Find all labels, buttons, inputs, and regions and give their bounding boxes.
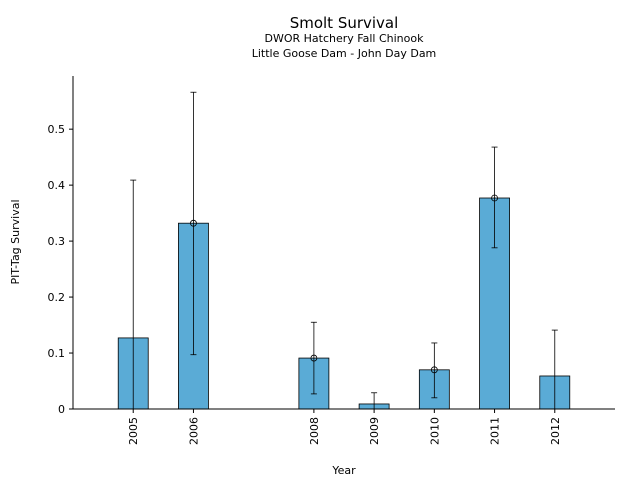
chart-subtitle-line-2: Little Goose Dam - John Day Dam: [252, 47, 437, 60]
x-tick-label-2009: 2009: [368, 417, 381, 445]
chart-subtitle-line-1: DWOR Hatchery Fall Chinook: [265, 32, 425, 45]
x-tick-label-2011: 2011: [489, 417, 502, 445]
bars-layer: [117, 197, 571, 410]
y-tick-label-5: 0.5: [48, 123, 66, 136]
chart-title: Smolt Survival: [290, 14, 399, 32]
point-marker-2006: [190, 219, 197, 227]
y-tick-label-2: 0.2: [48, 291, 66, 304]
y-axis-label: PIT-Tag Survival: [9, 199, 22, 284]
point-marker-2010: [430, 366, 438, 374]
point-marker-2011: [491, 194, 498, 202]
y-tick-label-0: 0: [58, 403, 65, 416]
point-marker-2008: [310, 354, 318, 362]
y-tick-label-4: 0.4: [48, 179, 66, 192]
x-ticks: 2005 2006 2008 2009 2010 2011 2012: [127, 409, 562, 445]
x-tick-label-2010: 2010: [428, 417, 441, 445]
x-axis-label: Year: [331, 464, 356, 477]
x-tick-label-2008: 2008: [308, 417, 321, 445]
y-ticks: 0 0.1 0.2 0.3 0.4 0.5: [48, 123, 73, 416]
y-tick-label-3: 0.3: [48, 235, 66, 248]
error-bars-layer: [130, 91, 558, 410]
x-tick-label-2012: 2012: [549, 417, 562, 445]
y-tick-label-1: 0.1: [48, 347, 66, 360]
x-tick-label-2005: 2005: [127, 417, 140, 445]
x-tick-label-2006: 2006: [187, 417, 200, 445]
